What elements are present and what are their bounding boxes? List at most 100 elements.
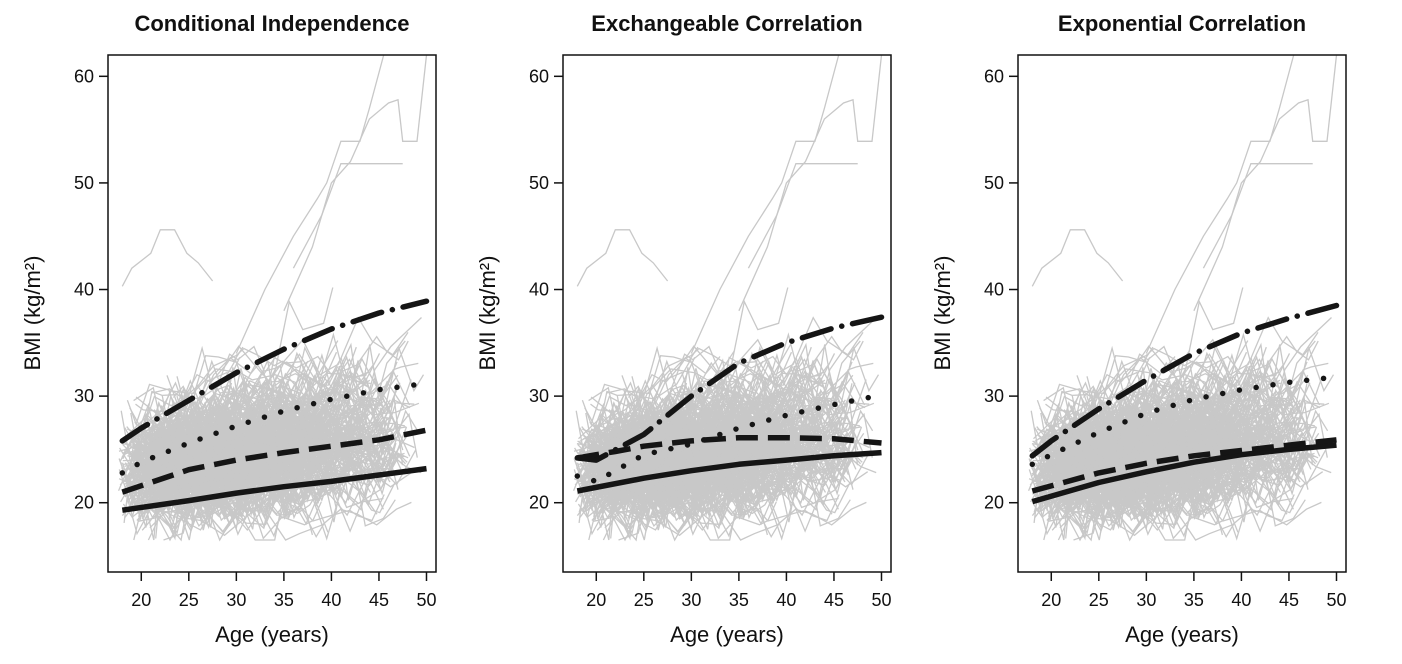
chart-title: Conditional Independence [134, 11, 409, 36]
x-tick-label: 35 [729, 590, 749, 610]
fitted-lines [1029, 302, 1340, 505]
x-axis-label: Age (years) [1125, 622, 1239, 647]
panel-exchangeable-correlation: Exchangeable Correlation Age (years) BMI… [475, 11, 892, 647]
trajectory-line [1065, 388, 1186, 482]
x-tick-label: 30 [226, 590, 246, 610]
trajectory-line [1202, 163, 1313, 269]
x-tick-label: 45 [1279, 590, 1299, 610]
trajectory-line [283, 55, 428, 312]
x-tick-label: 35 [274, 590, 294, 610]
y-tick-label: 50 [984, 173, 1004, 193]
x-tick-label: 45 [824, 590, 844, 610]
trajectory-line [1031, 229, 1124, 287]
trajectory-line [1086, 437, 1263, 489]
series-solid-line [1031, 442, 1337, 505]
trajectory-line [1077, 359, 1223, 441]
trajectory-line [1101, 423, 1297, 524]
trajectory-line [1096, 445, 1253, 541]
trajectory-line [1068, 498, 1322, 541]
trajectory-line [177, 388, 398, 470]
trajectory-line [151, 345, 281, 401]
trajectory-line [136, 433, 353, 504]
trajectory-line [1103, 414, 1170, 459]
trajectory-line [167, 359, 313, 441]
x-tick-label: 30 [1136, 590, 1156, 610]
trajectory-line [158, 498, 412, 541]
chart-title: Exponential Correlation [1058, 11, 1306, 36]
trajectories [117, 55, 428, 542]
trajectory-line [606, 345, 736, 401]
trajectory-line [601, 287, 789, 462]
trajectory-line [576, 229, 669, 287]
trajectory-line [590, 347, 787, 416]
y-tick-label: 50 [74, 173, 94, 193]
trajectory-line [604, 353, 836, 495]
trajectory-line [582, 345, 700, 440]
trajectory-line [1047, 358, 1189, 462]
y-tick-label: 30 [529, 386, 549, 406]
x-axis-label: Age (years) [215, 622, 329, 647]
fitted-lines [574, 314, 885, 494]
trajectory-line [632, 418, 732, 504]
x-tick-label: 40 [321, 590, 341, 610]
trajectory-line [747, 163, 858, 269]
trajectory-line [1050, 427, 1158, 483]
series-dashed-line [1031, 437, 1337, 494]
y-tick-label: 20 [984, 493, 1004, 513]
series-dashed-line [576, 434, 882, 461]
trajectory-line [149, 353, 381, 495]
y-tick-label: 60 [529, 66, 549, 86]
x-tick-label: 25 [634, 590, 654, 610]
trajectory-line [738, 55, 883, 312]
trajectory-line [632, 388, 853, 470]
y-axis-label: BMI (kg/m²) [930, 256, 955, 371]
x-tick-label: 25 [179, 590, 199, 610]
y-tick-label: 40 [984, 280, 1004, 300]
y-tick-label: 60 [74, 66, 94, 86]
panel-conditional-independence: Conditional Independence Age (years) BMI… [20, 11, 437, 647]
x-tick-label: 30 [681, 590, 701, 610]
trajectory-line [591, 433, 808, 504]
series-dashed-line [121, 427, 428, 495]
trajectory-line [173, 444, 372, 530]
trajectory-line [1028, 432, 1303, 517]
x-tick-label: 50 [1326, 590, 1346, 610]
trajectory-line [146, 409, 366, 486]
trajectory-line [1040, 391, 1269, 505]
trajectory-line [592, 440, 801, 541]
trajectory-line [186, 445, 343, 541]
y-tick-label: 50 [529, 173, 549, 193]
x-tick-label: 20 [1041, 590, 1061, 610]
trajectory-line [176, 437, 353, 489]
trajectory-line [595, 427, 703, 483]
y-tick-label: 40 [74, 280, 94, 300]
y-tick-label: 30 [984, 386, 1004, 406]
trajectory-line [121, 229, 214, 287]
x-tick-label: 50 [416, 590, 436, 610]
y-tick-label: 30 [74, 386, 94, 406]
x-tick-label: 50 [871, 590, 891, 610]
trajectory-line [648, 414, 715, 459]
trajectory-line [130, 391, 359, 505]
plot-frame [107, 54, 437, 573]
series-dash-dot-line [1029, 302, 1340, 459]
trajectory-line [1193, 55, 1338, 312]
series-dash-dot-line [574, 314, 885, 463]
trajectory-line [1145, 55, 1295, 354]
y-tick-label: 40 [529, 280, 549, 300]
trajectory-line [292, 163, 403, 269]
trajectory-line [165, 441, 229, 493]
x-tick-label: 35 [1184, 590, 1204, 610]
panel-exponential-correlation: Exponential Correlation Age (years) BMI … [930, 11, 1347, 647]
trajectory-line [1059, 353, 1291, 495]
trajectory-line [1056, 287, 1244, 462]
trajectory-line [631, 437, 808, 489]
x-tick-label: 20 [131, 590, 151, 610]
y-axis-label: BMI (kg/m²) [475, 256, 500, 371]
y-tick-label: 20 [529, 493, 549, 513]
trajectory-line [1045, 347, 1242, 416]
series-solid-line [576, 449, 882, 494]
trajectory-line [613, 498, 867, 541]
trajectory-line [1037, 345, 1155, 440]
x-tick-label: 40 [776, 590, 796, 610]
